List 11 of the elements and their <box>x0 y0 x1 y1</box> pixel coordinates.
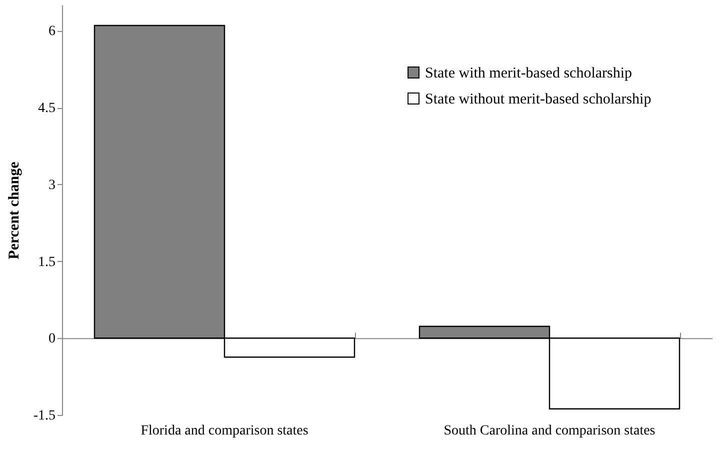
y-tick-label: -1.5 <box>33 408 56 424</box>
y-axis-title: Percent change <box>6 161 22 260</box>
x-tick-label: South Carolina and comparison states <box>444 424 656 438</box>
legend-label: State with merit-based scholarship <box>425 66 632 82</box>
y-tick-label: 6 <box>48 24 56 40</box>
legend-label: State without merit-based scholarship <box>425 92 652 108</box>
x-tick-label: Florida and comparison states <box>140 424 308 438</box>
y-tick-label: 0 <box>48 332 56 347</box>
y-tick-label: 4.5 <box>38 101 56 116</box>
y-tick-label: 3 <box>48 178 56 193</box>
y-tick-label: 1.5 <box>38 254 56 270</box>
